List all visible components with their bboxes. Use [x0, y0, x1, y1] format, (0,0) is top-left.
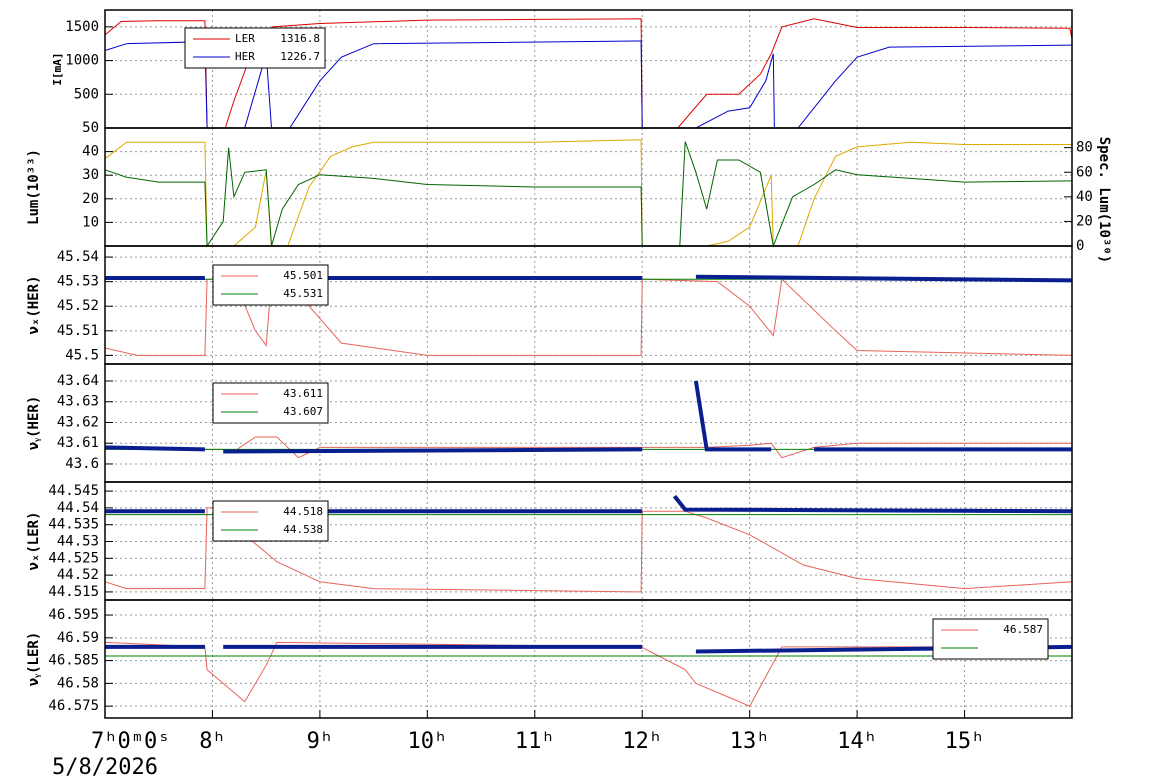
y-tick-label: 46.575: [48, 698, 99, 714]
legend-box: [212, 264, 329, 306]
legend-name: HER: [235, 50, 255, 63]
y-tick-label: 1500: [65, 19, 99, 35]
x-tick-label: 12ʰ: [622, 729, 662, 754]
legend-value: 46.587: [1003, 623, 1043, 636]
y-tick-label: 43.63: [57, 394, 99, 410]
y-tick-label: 10: [82, 214, 99, 230]
series-line: [105, 644, 1073, 654]
y2-axis-label: Spec. Lum(10³⁰): [1096, 137, 1112, 263]
y-tick-label: 44.545: [48, 483, 99, 499]
y-tick-label: 43.6: [65, 456, 99, 472]
legend-value: 43.611: [283, 387, 323, 400]
y-tick-label: 500: [74, 86, 99, 102]
legend-box: [212, 382, 329, 424]
x-tick-label: 7ʰ0ᵐ0ˢ: [91, 729, 170, 754]
x-tick-label: 15ʰ: [945, 729, 985, 754]
y-tick-label: 1000: [65, 53, 99, 69]
legend-value: 44.518: [283, 505, 323, 518]
legend-value: 45.531: [283, 287, 323, 300]
y2-tick-label: 40: [1076, 189, 1093, 205]
y-tick-label: 44.53: [57, 534, 99, 550]
y-axis-label: νᵧ(LER): [26, 632, 42, 687]
y-tick-label: 46.585: [48, 653, 99, 669]
y-tick-label: 45.5: [65, 347, 99, 363]
series-line: [104, 641, 1072, 707]
y-axis-label: νₓ(HER): [26, 275, 42, 334]
legend-value: 43.607: [283, 405, 323, 418]
series-line: [104, 507, 1073, 593]
y-tick-label: 43.61: [57, 435, 99, 451]
legend-name: LER: [235, 32, 255, 45]
y2-tick-label: 80: [1076, 140, 1093, 156]
y-tick-label: 46.59: [57, 630, 99, 646]
y-tick-label: 30: [82, 167, 99, 183]
x-tick-label: 13ʰ: [730, 729, 770, 754]
y2-tick-label: 0: [1076, 238, 1084, 254]
legend-box: [184, 27, 326, 69]
y-tick-label: 40: [82, 144, 99, 160]
y-axis-label: νᵧ(HER): [26, 396, 42, 451]
y-axis-label: I[mA]: [51, 52, 64, 85]
y-tick-label: 45.52: [57, 298, 99, 314]
y-tick-label: 44.52: [57, 567, 99, 583]
series-line: [104, 139, 1072, 247]
legend-value: 45.501: [283, 269, 323, 282]
legend-box: [932, 618, 1049, 660]
y-axis-label: Lum(10³³): [26, 149, 42, 225]
y-tick-label: 44.54: [57, 500, 99, 516]
y-tick-label: 43.64: [57, 373, 99, 389]
x-tick-label: 14ʰ: [837, 729, 877, 754]
y-tick-label: 46.595: [48, 607, 99, 623]
legend-box: [212, 500, 329, 542]
x-tick-label: 10ʰ: [407, 729, 447, 754]
series-line: [104, 141, 1073, 248]
y-axis-label: νₓ(LER): [26, 511, 42, 570]
series-line: [104, 380, 1072, 454]
y-tick-label: 44.515: [48, 584, 99, 600]
y-tick-label: 45.54: [57, 249, 99, 265]
x-tick-label: 11ʰ: [515, 729, 555, 754]
y-tick-label: 46.58: [57, 675, 99, 691]
y-tick-label: 43.62: [57, 414, 99, 430]
y-tick-label: 20: [82, 191, 99, 207]
legend-value: 1316.8: [280, 32, 320, 45]
legend-value: 44.538: [283, 523, 323, 536]
y-tick-label: 44.525: [48, 550, 99, 566]
y2-tick-label: 60: [1076, 164, 1093, 180]
y-tick-label: 44.535: [48, 517, 99, 533]
legend-value: 1226.7: [280, 50, 320, 63]
panel-frame: [104, 599, 1073, 719]
x-tick-label: 8ʰ: [199, 729, 226, 754]
x-axis-date: 5/8/2026: [52, 755, 158, 780]
y-tick-label: 45.51: [57, 323, 99, 339]
y-tick-label: 50: [82, 120, 99, 136]
x-tick-label: 9ʰ: [307, 729, 334, 754]
y-tick-label: 45.53: [57, 274, 99, 290]
series-line: [104, 436, 1072, 459]
y2-tick-label: 20: [1076, 213, 1093, 229]
